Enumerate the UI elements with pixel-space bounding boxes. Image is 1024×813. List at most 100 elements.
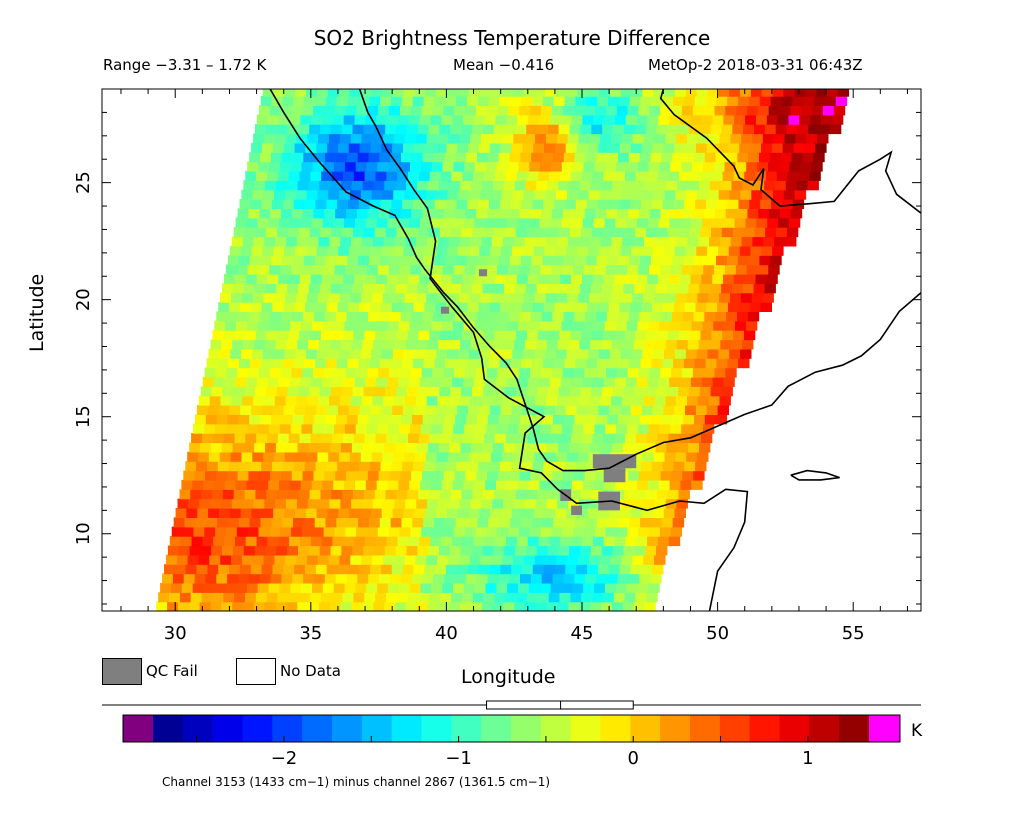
swath-pixel (638, 367, 650, 378)
swath-pixel (335, 470, 347, 481)
swath-pixel (460, 339, 472, 350)
swath-pixel (693, 311, 705, 322)
swath-pixel (282, 517, 294, 528)
swath-pixel (578, 133, 590, 144)
swath-pixel (406, 283, 418, 294)
swath-pixel (535, 133, 547, 144)
swath-pixel (640, 461, 653, 472)
swath-pixel (296, 554, 308, 565)
swath-pixel (329, 236, 341, 247)
swath-pixel (231, 292, 243, 303)
swath-pixel (589, 292, 601, 303)
swath-pixel (411, 573, 423, 584)
swath-pixel (372, 395, 384, 406)
swath-pixel (407, 227, 419, 238)
swath-pixel (228, 461, 241, 472)
swath-pixel (305, 142, 317, 153)
swath-pixel (201, 592, 213, 603)
swath-pixel (786, 124, 798, 135)
swath-pixel (675, 348, 687, 359)
swath-pixel (640, 96, 652, 106)
swath-pixel (311, 479, 323, 490)
swath-pixel (482, 386, 495, 397)
swath-pixel (257, 582, 270, 593)
swath-pixel (343, 433, 355, 444)
swath-pixel (299, 273, 312, 284)
swath-pixel (568, 339, 580, 350)
swath-pixel (408, 536, 420, 547)
swath-pixel (388, 526, 401, 537)
swath-pixel (432, 470, 445, 481)
swath-pixel (541, 470, 553, 481)
swath-pixel (721, 283, 733, 294)
swath-pixel (331, 227, 343, 238)
swath-pixel (718, 89, 730, 97)
swath-pixel (785, 180, 798, 191)
swath-pixel (562, 105, 574, 116)
swath-pixel (507, 582, 519, 593)
swath-pixel (259, 573, 272, 584)
swath-pixel (310, 330, 322, 341)
colorbar-segment (272, 715, 303, 742)
colorbar-segment (511, 715, 542, 742)
swath-pixel (406, 124, 419, 135)
swath-pixel (755, 114, 768, 125)
swath-pixel (631, 348, 643, 359)
swath-pixel (638, 526, 650, 537)
swath-pixel (642, 508, 654, 518)
swath-pixel (482, 124, 495, 135)
swath-pixel (647, 114, 659, 125)
swath-pixel (577, 508, 589, 518)
swath-pixel (372, 133, 384, 144)
swath-pixel (325, 96, 338, 106)
swath-pixel (233, 386, 245, 397)
swath-pixel (253, 498, 265, 509)
swath-pixel (813, 152, 825, 163)
coastline (358, 89, 749, 611)
swath-pixel (652, 142, 664, 153)
swath-pixel (277, 330, 289, 341)
swath-pixel (527, 433, 539, 444)
swath-pixel (405, 601, 418, 611)
swath-pixel (383, 133, 395, 144)
swath-pixel (334, 161, 346, 172)
swath-pixel (339, 395, 352, 406)
swath-pixel (467, 302, 480, 312)
swath-pixel (532, 96, 544, 106)
swath-pixel (406, 442, 418, 453)
swath-pixel (282, 461, 295, 472)
swath-pixel (559, 227, 571, 238)
swath-pixel (480, 395, 493, 406)
swath-pixel (236, 582, 248, 593)
swath-pixel (479, 89, 492, 97)
swath-pixel (212, 330, 224, 341)
swath-pixel (367, 105, 379, 116)
swath-pixel (667, 124, 679, 135)
swath-pixel (500, 142, 512, 153)
swath-pixel (496, 161, 509, 172)
swath-pixel (706, 302, 718, 312)
coastline (790, 469, 840, 481)
swath-pixel (265, 386, 278, 397)
swath-pixel (463, 217, 475, 228)
swath-pixel (501, 245, 513, 256)
swath-pixel (214, 479, 226, 490)
swath-pixel (482, 283, 494, 294)
swath-pixel (484, 273, 496, 284)
swath-pixel (765, 227, 777, 238)
swath-pixel (187, 554, 199, 565)
swath-pixel (692, 423, 704, 434)
swath-pixel (772, 89, 784, 97)
swath-pixel (428, 283, 440, 294)
swath-pixel (609, 245, 621, 256)
swath-pixel (299, 592, 311, 603)
swath-pixel (266, 592, 279, 603)
swath-pixel (219, 451, 232, 462)
swath-pixel (396, 330, 409, 341)
swath-pixel (412, 96, 425, 106)
swath-pixel (320, 592, 333, 603)
swath-pixel (314, 152, 326, 163)
swath-pixel (601, 601, 613, 611)
swath-pixel (523, 89, 535, 97)
swath-pixel (585, 255, 598, 266)
